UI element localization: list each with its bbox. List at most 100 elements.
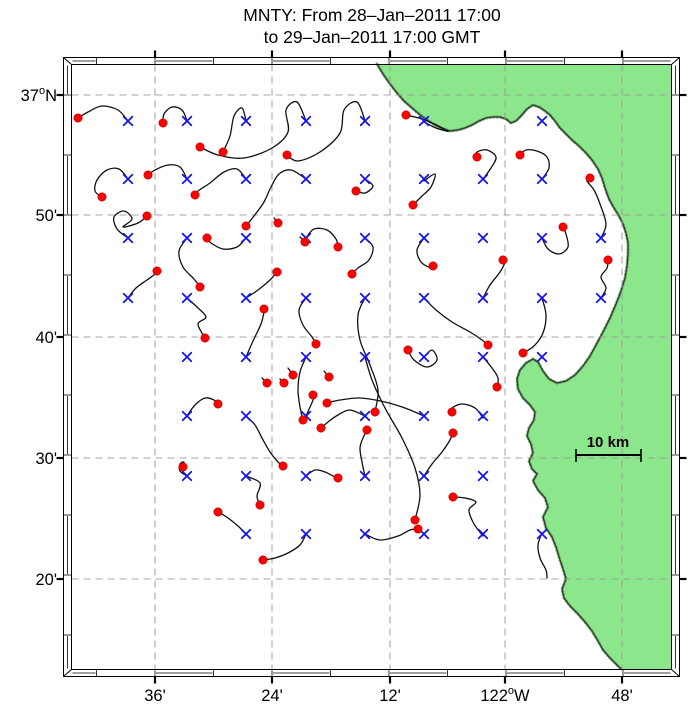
trajectory-end-dot xyxy=(190,190,200,200)
trajectory-end-dot xyxy=(259,304,269,314)
drifter-trajectory xyxy=(407,349,438,368)
drifter-trajectory xyxy=(320,409,366,429)
trajectory-start-x xyxy=(418,232,430,244)
drifter-trajectory xyxy=(112,210,148,239)
drifter-trajectory xyxy=(364,528,419,541)
drifter-trajectory xyxy=(206,237,247,250)
trajectory-start-x xyxy=(418,410,430,422)
trajectory-end-dot xyxy=(288,370,298,380)
trajectory-start-x xyxy=(359,470,371,482)
trajectory-end-dot xyxy=(322,398,332,408)
trajectory-start-x xyxy=(300,351,312,363)
drifter-trajectory xyxy=(305,227,339,248)
drifter-trajectory xyxy=(245,415,284,467)
drifter-trajectory xyxy=(245,475,262,506)
x-tick-label: 12' xyxy=(379,687,401,705)
trajectory-end-dot xyxy=(200,333,210,343)
trajectory-end-dot xyxy=(311,339,321,349)
trajectory-end-dot xyxy=(324,372,334,382)
frame-corner xyxy=(63,669,72,677)
trajectory-end-dot xyxy=(158,118,168,128)
trajectory-end-dot xyxy=(308,390,318,400)
trajectory-end-dot xyxy=(218,147,228,157)
drifter-trajectory xyxy=(326,397,425,417)
plot-title-line1: MNTY: From 28–Jan–2011 17:00 xyxy=(243,5,501,25)
trajectory-end-dot xyxy=(273,218,283,228)
drifter-trajectory xyxy=(482,259,506,299)
trajectory-end-dot xyxy=(178,462,188,472)
trajectory-start-x xyxy=(536,173,548,185)
trajectory-end-dot xyxy=(279,378,289,388)
drifter-trajectory xyxy=(199,100,307,159)
trajectory-start-x xyxy=(477,528,489,540)
trajectory-end-dot xyxy=(492,382,502,392)
trajectory-start-x xyxy=(418,115,430,127)
drifter-trajectory xyxy=(482,356,499,388)
drifter-trajectory xyxy=(537,532,548,579)
trajectory-start-x xyxy=(418,173,430,185)
trajectory-end-dot xyxy=(262,378,272,388)
trajectory-start-x xyxy=(359,173,371,185)
trajectory-end-dot xyxy=(448,492,458,502)
scale-bar: 10 km xyxy=(575,434,642,462)
y-tick-label: 37oN xyxy=(21,85,57,105)
trajectory-end-dot xyxy=(272,267,282,277)
trajectory-end-dot xyxy=(408,200,418,210)
trajectory-end-dot xyxy=(202,233,212,243)
trajectory-end-dot xyxy=(333,242,343,252)
trajectory-end-dot xyxy=(447,407,457,417)
trajectory-start-x xyxy=(300,173,312,185)
trajectory-start-x xyxy=(240,351,252,363)
drifter-trajectory xyxy=(297,356,307,421)
trajectory-end-dot xyxy=(143,170,153,180)
trajectory-start-x xyxy=(536,292,548,304)
outer-frame xyxy=(63,57,680,677)
start-markers xyxy=(122,115,607,540)
trajectory-start-x xyxy=(359,410,371,422)
drifter-trajectory xyxy=(298,297,317,345)
drifter-trajectory xyxy=(162,106,188,124)
trajectory-end-dot xyxy=(428,261,438,271)
y-axis-tick-labels: 37oN 50' 40' 30' 20' xyxy=(21,85,57,589)
trajectory-start-x xyxy=(181,115,193,127)
trajectory-end-dot xyxy=(498,255,508,265)
drifter-trajectory xyxy=(600,259,609,299)
y-tick-label: 50' xyxy=(35,207,57,225)
drifter-trajectory xyxy=(245,169,307,227)
trajectory-end-dot xyxy=(300,237,310,247)
drifter-trajectory xyxy=(364,356,421,521)
drifter-trajectory xyxy=(475,149,497,180)
drifter-trajectory xyxy=(351,237,374,275)
trajectory-end-dot xyxy=(142,211,152,221)
trajectory-end-dot xyxy=(97,192,107,202)
drifter-trajectory xyxy=(357,297,379,413)
trajectory-start-x xyxy=(536,232,548,244)
x-tick-label: 36' xyxy=(144,687,166,705)
trajectory-end-dot xyxy=(73,113,83,123)
trajectory-end-dot xyxy=(362,425,372,435)
y-tick-label: 30' xyxy=(35,450,57,468)
trajectory-start-x xyxy=(122,232,134,244)
drifter-trajectory xyxy=(519,149,550,180)
trajectory-start-x xyxy=(181,410,193,422)
gridlines xyxy=(71,64,672,670)
trajectory-start-x xyxy=(240,292,252,304)
trajectory-start-x xyxy=(240,232,252,244)
trajectory-start-x xyxy=(122,173,134,185)
y-tick-label: 20' xyxy=(35,571,57,589)
trajectory-end-dot xyxy=(316,423,326,433)
trajectory-end-dot xyxy=(241,221,251,231)
trajectory-start-x xyxy=(181,292,193,304)
drifter-trajectory xyxy=(541,226,569,255)
trajectory-start-x xyxy=(240,115,252,127)
trajectory-start-x xyxy=(240,470,252,482)
trajectory-end-dot xyxy=(347,269,357,279)
frame-corner xyxy=(63,57,72,65)
y-tick-label: 40' xyxy=(35,329,57,347)
trajectory-end-dot xyxy=(298,415,308,425)
trajectory-end-dot xyxy=(558,222,568,232)
trajectory-end-dot xyxy=(603,255,613,265)
trajectory-start-x xyxy=(300,292,312,304)
